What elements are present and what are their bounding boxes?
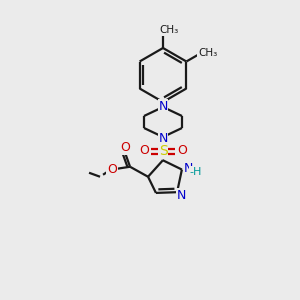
Text: CH₃: CH₃ [198,48,217,58]
Text: N: N [158,131,168,145]
Text: N: N [184,162,194,175]
Text: O: O [107,163,117,176]
Text: O: O [120,141,130,154]
Text: N: N [158,100,168,112]
Text: CH₃: CH₃ [159,25,178,35]
Text: -H: -H [190,167,202,176]
Text: O: O [177,145,187,158]
Text: S: S [159,144,167,158]
Text: O: O [139,145,149,158]
Text: N: N [176,189,186,202]
